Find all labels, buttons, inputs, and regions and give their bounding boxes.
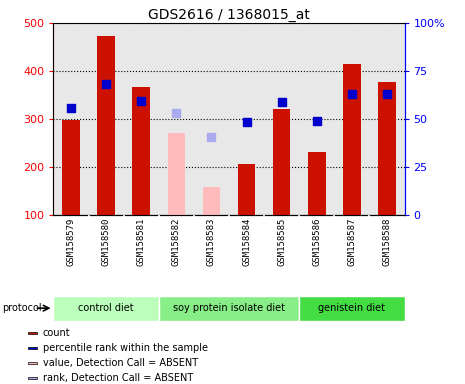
Bar — [378, 82, 396, 215]
Text: soy protein isolate diet: soy protein isolate diet — [173, 303, 285, 313]
Bar — [133, 87, 150, 215]
Point — [383, 91, 391, 97]
Point — [313, 118, 320, 124]
Text: GSM158585: GSM158585 — [277, 217, 286, 266]
Bar — [27, 347, 37, 349]
Text: GSM158588: GSM158588 — [383, 217, 392, 266]
Text: GSM158587: GSM158587 — [347, 217, 356, 266]
Bar — [299, 296, 405, 321]
Bar — [167, 133, 185, 215]
Bar — [238, 164, 255, 215]
Text: GSM158579: GSM158579 — [66, 217, 75, 266]
Text: GSM158580: GSM158580 — [102, 217, 111, 266]
Bar — [97, 36, 115, 215]
Text: GSM158584: GSM158584 — [242, 217, 251, 266]
Point — [173, 110, 180, 116]
Point — [208, 134, 215, 140]
Text: GSM158582: GSM158582 — [172, 217, 181, 266]
Point — [243, 119, 250, 126]
Text: GSM158583: GSM158583 — [207, 217, 216, 266]
Bar — [62, 120, 80, 215]
Point — [67, 106, 75, 112]
Text: percentile rank within the sample: percentile rank within the sample — [43, 343, 208, 353]
Bar — [27, 362, 37, 364]
Text: count: count — [43, 328, 71, 338]
Point — [348, 91, 356, 97]
Text: genistein diet: genistein diet — [319, 303, 385, 313]
Bar — [203, 187, 220, 215]
Point — [138, 98, 145, 104]
Point — [278, 99, 286, 105]
Text: value, Detection Call = ABSENT: value, Detection Call = ABSENT — [43, 358, 198, 368]
Point — [102, 81, 110, 88]
Bar — [308, 152, 326, 215]
Text: GSM158581: GSM158581 — [137, 217, 146, 266]
Bar — [53, 296, 159, 321]
Text: rank, Detection Call = ABSENT: rank, Detection Call = ABSENT — [43, 373, 193, 383]
Title: GDS2616 / 1368015_at: GDS2616 / 1368015_at — [148, 8, 310, 22]
Text: protocol: protocol — [2, 303, 42, 313]
Bar — [27, 333, 37, 334]
Bar — [27, 377, 37, 379]
Bar — [273, 109, 291, 215]
Bar — [343, 65, 361, 215]
Text: GSM158586: GSM158586 — [312, 217, 321, 266]
Text: control diet: control diet — [78, 303, 134, 313]
Bar — [159, 296, 299, 321]
